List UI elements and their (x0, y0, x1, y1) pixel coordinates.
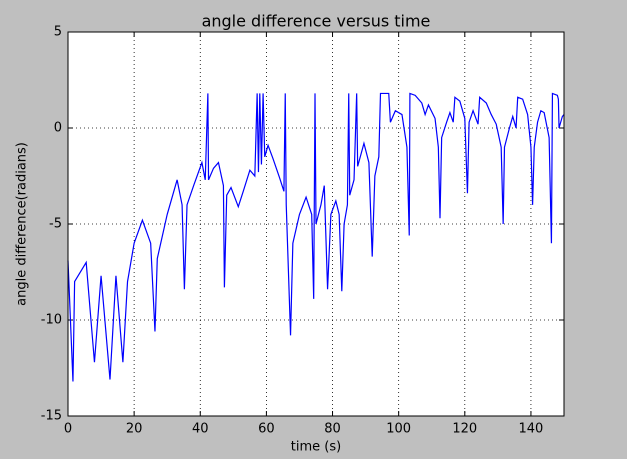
x-tick-label: 40 (192, 422, 209, 437)
data-line (67, 92, 565, 382)
x-tick-label: 140 (519, 422, 544, 437)
chart-title: angle difference versus time (202, 12, 431, 31)
x-tick-label: 120 (452, 422, 477, 437)
x-tick-label: 80 (324, 422, 341, 437)
y-tick-label: 0 (54, 121, 62, 136)
x-tick-label: 60 (258, 422, 275, 437)
x-tick-label: 100 (386, 422, 411, 437)
x-tick-label: 0 (64, 422, 72, 437)
y-axis-label: angle difference(radians) (15, 142, 30, 306)
x-axis-label: time (s) (291, 440, 341, 455)
plot-frame (67, 31, 565, 417)
y-tick-label: -10 (41, 313, 62, 328)
y-tick-label: 5 (54, 25, 62, 40)
y-tick-label: -15 (41, 409, 62, 424)
x-tick-label: 20 (126, 422, 143, 437)
y-tick-label: -5 (49, 217, 62, 232)
